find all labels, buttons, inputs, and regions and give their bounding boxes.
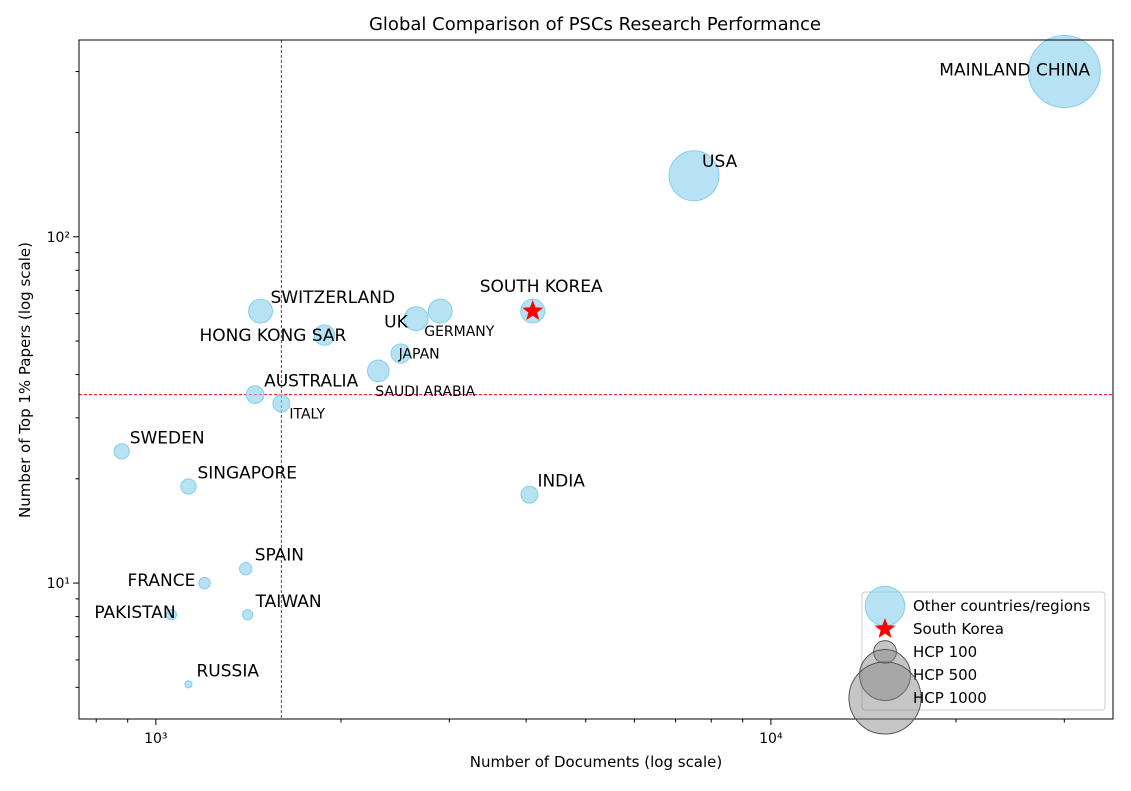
legend-box xyxy=(861,591,1106,711)
point-russia xyxy=(184,680,193,689)
legend-label-hcp-1000: HCP 1000 xyxy=(913,689,987,707)
label-france: FRANCE xyxy=(128,571,196,591)
point-labels: MAINLAND CHINA USA SOUTH KOREA GERMANY UK SWI… xyxy=(94,61,1090,682)
label-hong-kong-sar: HONG KONG SAR xyxy=(199,326,346,346)
label-south-korea: SOUTH KOREA xyxy=(480,277,603,297)
legend-marker-hcp-1000 xyxy=(848,661,922,735)
axis-ticks: 10³ 10⁴ 10¹ 10² xyxy=(47,71,1065,747)
point-singapore xyxy=(180,478,197,495)
legend-marker-south-korea xyxy=(874,618,896,638)
south-korea-star-marker xyxy=(522,300,544,321)
label-germany: GERMANY xyxy=(424,324,495,340)
legend-label-other-countries-regions: Other countries/regions xyxy=(913,597,1091,615)
x-tick-label: 10³ xyxy=(144,731,167,747)
label-india: INDIA xyxy=(537,472,585,492)
point-india xyxy=(520,485,539,504)
plot-frame xyxy=(78,39,1114,720)
label-switzerland: SWITZERLAND xyxy=(271,288,396,308)
y-axis-label: Number of Top 1% Papers (log scale) xyxy=(16,242,34,518)
label-sweden: SWEDEN xyxy=(130,428,205,448)
legend: Other countries/regions South Korea HCP 10… xyxy=(848,585,1106,735)
x-axis-label: Number of Documents (log scale) xyxy=(470,753,723,771)
label-taiwan: TAIWAN xyxy=(255,592,322,612)
label-italy: ITALY xyxy=(289,407,325,423)
label-spain: SPAIN xyxy=(255,546,304,566)
point-saudi-arabia xyxy=(366,359,390,383)
legend-label-hcp-100: HCP 100 xyxy=(913,643,977,661)
point-germany xyxy=(427,298,453,324)
data-points xyxy=(113,34,1101,689)
y-tick-label: 10¹ xyxy=(47,576,70,592)
chart-title: Global Comparison of PSCs Research Perfo… xyxy=(369,14,821,35)
point-taiwan xyxy=(242,609,254,621)
label-usa: USA xyxy=(702,152,738,172)
point-spain xyxy=(238,561,253,576)
label-uk: UK xyxy=(384,313,408,333)
label-singapore: SINGAPORE xyxy=(197,464,297,484)
x-tick-label: 10⁴ xyxy=(759,731,783,747)
point-usa xyxy=(668,150,720,202)
point-uk xyxy=(403,306,429,332)
legend-label-south-korea: South Korea xyxy=(913,620,1004,638)
legend-label-hcp-500: HCP 500 xyxy=(913,666,977,684)
point-australia xyxy=(245,385,265,404)
point-mainland-china xyxy=(1027,34,1101,109)
label-australia: AUSTRALIA xyxy=(264,372,358,392)
label-mainland-china: MAINLAND CHINA xyxy=(939,61,1090,81)
label-pakistan: PAKISTAN xyxy=(94,603,175,623)
point-sweden xyxy=(113,443,130,460)
point-france xyxy=(198,576,211,590)
y-tick-label: 10² xyxy=(47,230,70,246)
label-saudi-arabia: SAUDI ARABIA xyxy=(375,384,475,400)
point-italy xyxy=(272,394,291,413)
point-japan xyxy=(390,343,411,364)
label-russia: RUSSIA xyxy=(196,661,259,681)
label-japan: JAPAN xyxy=(398,347,440,363)
point-switzerland xyxy=(248,298,274,324)
legend-marker-hcp-500 xyxy=(859,649,911,701)
point-pakistan xyxy=(165,609,178,621)
point-hong-kong-sar xyxy=(313,324,336,346)
